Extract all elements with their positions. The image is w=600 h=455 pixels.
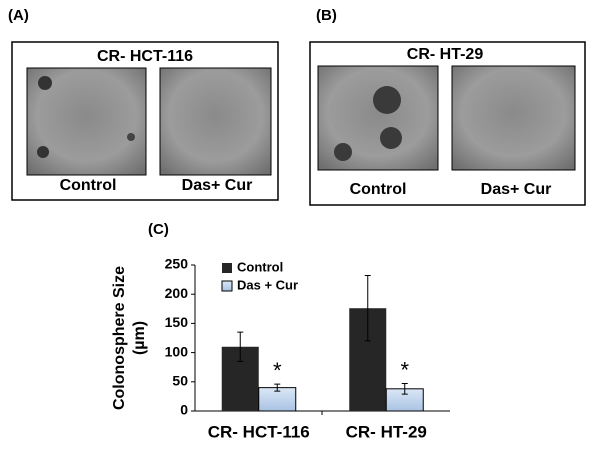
micrograph xyxy=(159,67,272,176)
y-tick-label: 100 xyxy=(165,343,189,359)
significance-mark: * xyxy=(273,358,282,383)
caption: Das+ Cur xyxy=(182,177,253,194)
panel-box xyxy=(11,41,279,201)
panel-title: CR- HCT-116 xyxy=(97,48,193,65)
error-bar xyxy=(237,331,244,362)
sphere xyxy=(334,143,352,161)
y-tick-label: 150 xyxy=(165,314,189,330)
y-tick-label: 0 xyxy=(180,402,188,418)
y-tick-label: 250 xyxy=(165,256,189,272)
legend-swatch xyxy=(221,280,233,292)
y-axis-title: Colonosphere Size xyxy=(111,266,128,410)
legend-label: Das + Cur xyxy=(237,277,298,292)
legend-label: Control xyxy=(237,259,283,274)
y-axis-title: (µm) xyxy=(131,321,148,355)
panel-title: CR- HT-29 xyxy=(407,46,484,63)
micrograph xyxy=(451,65,576,171)
sphere xyxy=(373,86,401,114)
error-bar xyxy=(274,383,281,392)
y-tick-label: 50 xyxy=(172,373,188,389)
x-tick-label: CR- HCT-116 xyxy=(208,422,310,441)
panel-label: (C) xyxy=(148,221,169,238)
sphere xyxy=(380,127,402,149)
y-tick-label: 200 xyxy=(165,285,189,301)
x-tick-label: CR- HT-29 xyxy=(346,422,427,441)
sphere xyxy=(37,146,49,158)
caption: Das+ Cur xyxy=(481,181,552,198)
caption: Control xyxy=(350,181,407,198)
caption: Control xyxy=(60,177,117,194)
error-bar xyxy=(364,275,371,342)
panel-label: (B) xyxy=(316,7,337,24)
panel-box xyxy=(309,41,586,206)
error-bar xyxy=(401,383,408,395)
legend-swatch xyxy=(222,263,232,273)
significance-mark: * xyxy=(400,357,409,382)
sphere xyxy=(38,76,52,90)
sphere xyxy=(127,133,135,141)
panel-label: (A) xyxy=(8,7,29,24)
